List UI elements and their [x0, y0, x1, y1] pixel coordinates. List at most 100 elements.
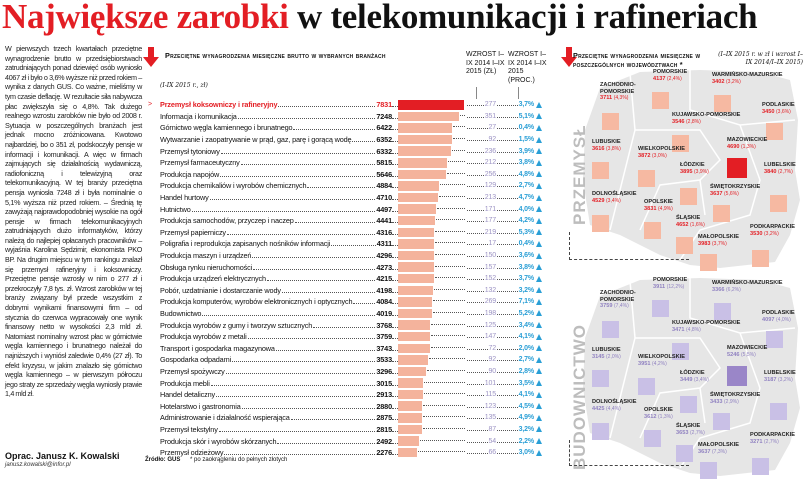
region-salary: 3653 [676, 429, 689, 436]
leader-dots [467, 325, 484, 327]
region-value: 3895 (3,9%) [680, 169, 709, 176]
bar-cell [392, 331, 466, 342]
leader-dots [497, 395, 518, 397]
region-salary: 3187 [764, 376, 777, 383]
name-block: Przemysł koksowniczy i rafineryjny 7831 [160, 100, 392, 109]
growth-zl: 54 [488, 437, 497, 445]
industry-name: Produkcja urządzeń elektrycznych [160, 274, 266, 284]
name-block: Informacja i komunikacja 7248 [160, 112, 392, 121]
leader-dots [497, 348, 518, 350]
growth-pct: 4,9% [518, 414, 535, 422]
salary-bar [398, 227, 435, 238]
leader-dots [497, 221, 518, 223]
growth-zl-cell: 219 [466, 229, 496, 236]
leader-dots [352, 141, 376, 143]
leader-dots [240, 164, 376, 166]
region-name: LUBELSKIE [764, 370, 796, 376]
leader-dots [497, 232, 518, 234]
leader-dots [392, 245, 398, 247]
growth-pct: 3,9% [518, 147, 535, 155]
bar-cell [392, 366, 466, 377]
table-row: Transport i gospodarka magazynowa 3743 72… [148, 342, 548, 354]
leader-dots [392, 442, 398, 444]
region-salary: 4137 [653, 75, 666, 82]
growth-zl: 66 [488, 449, 497, 457]
leader-dots [497, 186, 518, 188]
growth-zl: 212 [484, 159, 496, 167]
up-triangle-icon [536, 298, 542, 305]
region-value: 3433 (2,9%) [710, 399, 760, 406]
leader-dots [331, 245, 376, 247]
growth-zl-cell: 171 [466, 206, 496, 213]
region-salary: 3471 [672, 326, 685, 333]
industry-name: Produkcja mebli [160, 378, 210, 388]
growth-zl: 157 [484, 263, 496, 271]
growth-pct: 2,0% [518, 344, 535, 352]
growth-pct-cell: 0,4% [496, 124, 534, 131]
leader-dots [452, 149, 465, 151]
name-block: Górnictwo węgla kamiennego i brunatnego 6… [160, 123, 392, 132]
salary-bar [398, 389, 423, 400]
industry-name: Budownictwo [160, 308, 202, 318]
leader-dots [426, 369, 465, 371]
leader-dots [392, 396, 398, 398]
leader-dots [497, 290, 518, 292]
salary-bar [398, 401, 423, 411]
leader-dots [497, 441, 518, 443]
region-square [592, 162, 609, 179]
leader-dots [497, 163, 518, 165]
salary-bar [398, 181, 440, 191]
table-row: Przemysł spożywczy 3296 90 2,8% [148, 366, 548, 378]
headline: Największe zarobki w telekomunikacji i r… [2, 0, 758, 37]
salary-value: 5815 [376, 158, 392, 168]
leader-dots [241, 407, 376, 409]
table-row: Handel detaliczny 2913 115 4,1% [148, 389, 548, 401]
region-label: PODLASKIE 3450 (3,6%) [762, 102, 795, 115]
salary-value: 5646 [376, 169, 392, 179]
name-block: Przemysł spożywczy 3296 [160, 367, 392, 376]
bar-cell [392, 134, 466, 145]
region-name: ŚWIĘTOKRZYSKIE [710, 392, 761, 398]
leader-dots [435, 265, 465, 267]
salary-bar [398, 320, 430, 330]
author-email[interactable]: janusz.kowalski@infor.pl [5, 462, 71, 468]
name-block: Hutnictwo 4497 [160, 205, 392, 214]
leader-dots [467, 441, 488, 443]
industry-name: Produkcja chemikaliów i wyrobów chemiczn… [160, 181, 307, 191]
up-triangle-icon [536, 171, 542, 178]
region-square [652, 300, 669, 317]
growth-zl-cell: 90 [466, 368, 496, 375]
leader-dots [448, 161, 465, 163]
salary-value: 4441 [376, 216, 392, 226]
region-growth: (3,4%) [606, 197, 621, 204]
industry-name: Produkcja maszyn i urządzeń [160, 251, 252, 261]
leader-dots [392, 106, 398, 108]
salary-value: 4273 [376, 262, 392, 272]
region-growth: (3,6%) [776, 108, 791, 115]
leader-dots [210, 384, 376, 386]
region-name: MAŁOPOLSKIE [698, 442, 740, 448]
region-growth: (3,2%) [764, 230, 779, 237]
salary-bar [398, 436, 419, 446]
leader-dots [467, 302, 484, 304]
growth-zl: 125 [484, 321, 496, 329]
region-value: 3366 (6,2%) [712, 287, 783, 294]
region-value: 3530 (3,2%) [750, 231, 795, 238]
name-block: Obsługa rynku nieruchomości 4273 [160, 263, 392, 272]
region-growth: (2,9%) [724, 398, 739, 405]
salary-value: 4311 [376, 239, 392, 249]
leader-dots [224, 454, 376, 456]
growth-zl-cell: 92 [466, 356, 496, 363]
table-row: Produkcja komputerów, wyrobów elektronic… [148, 296, 548, 308]
leader-dots [220, 175, 376, 177]
leader-dots [497, 105, 518, 107]
leader-dots [277, 442, 376, 444]
region-label: WARMIŃSKO-MAZURSKIE 3402 (3,2%) [712, 72, 783, 85]
leader-dots [497, 174, 518, 176]
region-growth: (4,3%) [613, 95, 629, 101]
leader-dots [424, 381, 465, 383]
leader-dots [226, 233, 376, 235]
leader-dots [353, 303, 376, 305]
region-growth: (4,2%) [652, 360, 667, 367]
col-header-growth-pct: WZROST I–IX 2014 I–IX 2015 (PROC.) [508, 51, 550, 99]
